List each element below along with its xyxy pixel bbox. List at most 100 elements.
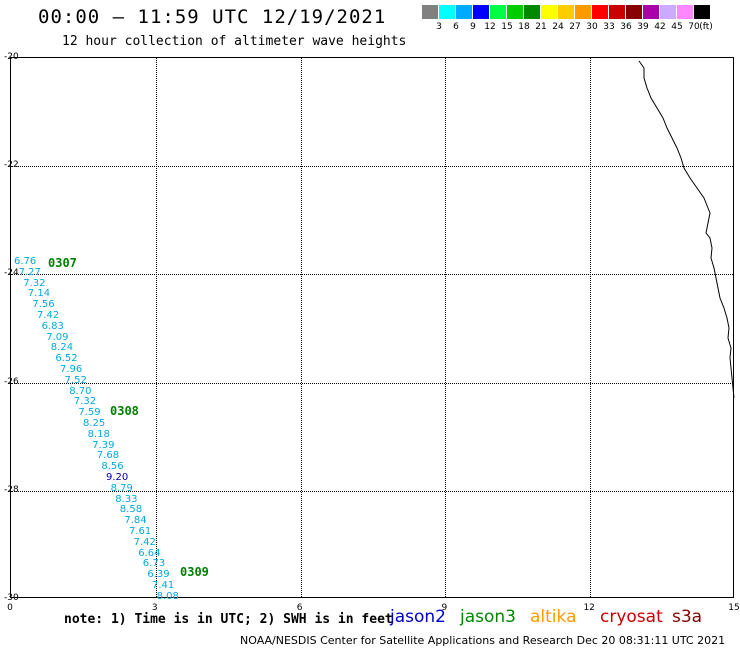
satellite-name: s3a [672,607,703,627]
legend-label: 21 [535,22,547,32]
legend-label: 45 [671,22,683,32]
legend-label: 15 [501,22,513,32]
legend-swatch [558,5,575,19]
grid-line-horizontal [11,382,733,384]
wave-height-value: 8.56 [101,461,124,473]
legend-swatch [592,5,609,19]
latitude-label: -22 [4,160,19,171]
wave-height-value: 7.42 [133,536,156,548]
wave-height-value: 7.09 [46,331,69,343]
footnote: note: 1) Time is in UTC; 2) SWH is in fe… [64,612,393,627]
satellite-name: altika [530,607,577,627]
satellite-name: jason3 [460,607,516,627]
satellite-name: jason2 [390,607,446,627]
color-legend [422,5,711,19]
longitude-label: 9 [441,603,448,613]
satellite-name: cryosat [600,607,663,627]
legend-label: 33 [603,22,615,32]
wave-height-value: 6.39 [147,569,170,581]
wave-height-value: 8.24 [50,342,74,354]
map-plot-area [10,57,735,598]
longitude-label: 3 [151,603,158,613]
legend-swatch [524,5,541,19]
wave-height-value: 7.42 [37,310,60,321]
legend-label: 36 [620,22,632,32]
wave-height-value: 9.20 [106,472,129,483]
legend-swatch [456,5,473,19]
wave-height-value: 8.25 [83,418,106,429]
wave-height-value: 7.52 [64,374,87,386]
credit-line: NOAA/NESDIS Center for Satellite Applica… [240,634,726,647]
wave-height-value: 6.73 [142,558,166,570]
legend-swatch [439,5,456,19]
grid-line-vertical [590,58,592,597]
legend-label: 12 [484,22,496,32]
legend-swatch [643,5,660,19]
map-title: 00:00 – 11:59 UTC 12/19/2021 [38,6,387,28]
wave-height-value: 7.59 [78,407,101,419]
color-legend-labels: 3 6 9 12 15 18 21 24 27 30 33 36 39 42 45 70 (ft) [422,22,740,34]
legend-label: 70 [688,22,700,32]
longitude-label: 15 [728,603,740,613]
latitude-label: -28 [4,484,19,495]
wave-height-value: 7.61 [129,526,152,537]
latitude-label: -30 [4,593,19,603]
wave-height-value: 6.76 [14,256,37,267]
legend-label: 18 [518,22,530,32]
longitude-label: 0 [7,603,13,613]
grid-line-horizontal [11,166,733,168]
legend-label: 42 [654,22,666,32]
legend-swatch [575,5,592,19]
grid-line-horizontal [11,490,733,492]
wave-height-value: 7.84 [124,515,147,527]
legend-swatch [609,5,626,19]
legend-label: 9 [470,22,476,32]
legend-label: 24 [552,22,564,32]
legend-swatch [660,5,677,19]
wave-height-value: 7.96 [60,364,83,375]
wave-height-value: 7.14 [27,288,51,300]
wave-height-value: 6.52 [55,353,78,365]
latitude-label: -26 [4,376,19,387]
legend-label: 27 [569,22,581,32]
wave-height-value: 6.64 [138,547,161,559]
grid-line-vertical [445,58,447,597]
longitude-label: 6 [296,603,303,613]
coastline [638,60,735,399]
wave-height-value: 6.83 [41,320,64,332]
legend-swatch [694,5,711,19]
wave-height-value: 8.58 [119,504,143,516]
wave-height-value: 8.33 [115,493,138,505]
wave-height-value: 8.08 [156,590,179,602]
wave-height-value: 7.68 [96,450,120,462]
legend-label: 39 [637,22,649,32]
legend-swatch [422,5,439,19]
grid-line-vertical [155,58,157,597]
latitude-label: -20 [4,52,19,62]
wave-height-value: 7.27 [18,266,41,278]
wave-height-value: 8.79 [110,482,133,494]
pass-label: 0307 [48,256,77,270]
legend-swatch [507,5,524,19]
grid-line-vertical [300,58,302,597]
legend-label: 3 [436,22,442,32]
wave-height-value: 7.39 [92,439,115,451]
legend-swatch [626,5,643,19]
legend-label: 6 [453,22,459,32]
legend-swatch [490,5,507,19]
grid-line-horizontal [11,274,733,276]
legend-swatch [541,5,558,19]
legend-label: (ft) [699,22,713,32]
wave-height-value: 8.18 [87,428,110,440]
legend-swatch [677,5,694,19]
wave-height-value: 8.70 [69,385,92,397]
latitude-label: -24 [4,268,19,279]
legend-label: 30 [586,22,598,32]
pass-label: 0308 [110,404,139,418]
longitude-label: 12 [583,603,595,613]
wave-height-value: 7.41 [152,580,175,591]
wave-height-value: 7.32 [73,396,97,408]
wave-height-value: 7.32 [23,277,46,289]
map-subtitle: 12 hour collection of altimeter wave hei… [62,34,407,49]
wave-height-value: 7.56 [32,299,55,311]
